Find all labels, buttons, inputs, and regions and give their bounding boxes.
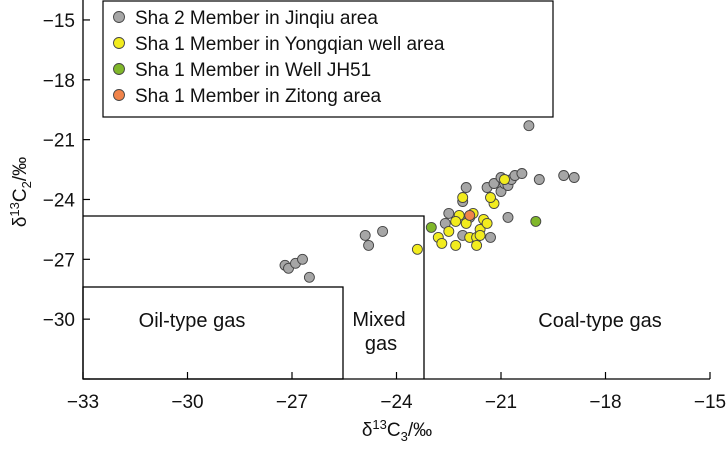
- y-tick-label: −30: [43, 310, 75, 331]
- y-tick-label: −15: [43, 11, 75, 32]
- x-tick-label: −15: [694, 392, 726, 413]
- mixed-gas-label-line2: gas: [365, 333, 397, 355]
- x-tick-label: −30: [171, 392, 203, 413]
- data-point-series-2: [436, 237, 448, 249]
- data-point-series-2: [481, 217, 493, 229]
- legend-marker-3: [113, 63, 125, 75]
- data-point-series-1: [516, 168, 528, 179]
- y-tick-label: −21: [43, 131, 75, 152]
- data-point-series-3: [530, 215, 542, 227]
- data-points: [279, 120, 580, 283]
- data-point-series-1: [460, 182, 472, 193]
- data-point-series-1: [377, 225, 389, 237]
- y-axis-title: δ13C2/‰: [7, 157, 34, 227]
- legend: Sha 2 Member in Jinqiu area Sha 1 Member …: [102, 0, 554, 118]
- y-tick-label: −27: [43, 250, 75, 271]
- data-point-series-1: [359, 229, 371, 241]
- legend-label-3: Sha 1 Member in Well JH51: [135, 60, 371, 81]
- oil-type-gas-region: [82, 286, 344, 380]
- legend-box: [102, 0, 554, 118]
- x-tick-label: −24: [380, 392, 413, 413]
- data-point-series-1: [297, 253, 308, 265]
- mixed-gas-label-line1: Mixed: [352, 309, 405, 331]
- x-axis-title: δ13C3/‰: [362, 417, 432, 444]
- y-axis-ticks: −15 −18 −21 −24 −27 −30: [43, 11, 90, 380]
- data-point-series-1: [303, 271, 315, 283]
- data-point-series-4: [464, 209, 476, 221]
- data-point-series-2: [457, 192, 469, 203]
- legend-label-2: Sha 1 Member in Yongqian well area: [135, 34, 445, 55]
- data-point-series-1: [363, 239, 375, 251]
- legend-marker-2: [113, 37, 125, 49]
- data-point-series-2: [471, 239, 483, 251]
- oil-type-gas-label: Oil-type gas: [139, 310, 246, 332]
- data-point-series-1: [485, 231, 496, 243]
- data-point-series-2: [450, 239, 462, 251]
- x-tick-label: −21: [485, 392, 517, 413]
- data-point-series-3: [425, 221, 437, 233]
- data-point-series-2: [485, 192, 496, 203]
- data-point-series-2: [499, 174, 510, 185]
- coal-type-gas-label: Coal-type gas: [538, 310, 661, 332]
- mixed-gas-region: [83, 215, 425, 379]
- data-point-series-2: [474, 229, 486, 241]
- data-point-series-2: [411, 243, 423, 255]
- legend-label-1: Sha 2 Member in Jinqiu area: [135, 8, 378, 29]
- legend-marker-4: [113, 89, 125, 101]
- x-axis-ticks: −33 −30 −27 −24 −21 −18 −15: [67, 372, 726, 413]
- data-point-series-1: [533, 174, 545, 185]
- data-point-series-1: [523, 120, 535, 132]
- y-tick-label: −18: [43, 71, 75, 92]
- data-point-series-1: [502, 211, 514, 223]
- x-tick-label: −27: [276, 392, 308, 413]
- y-tick-label: −24: [43, 190, 76, 211]
- data-point-series-2: [450, 215, 462, 227]
- x-tick-label: −33: [67, 392, 99, 413]
- data-point-series-2: [443, 225, 455, 237]
- data-point-series-1: [443, 207, 455, 219]
- data-point-series-1: [568, 172, 580, 183]
- legend-marker-1: [113, 11, 125, 23]
- data-point-series-1: [558, 170, 570, 181]
- data-point-series-1: [488, 178, 500, 189]
- x-tick-label: −18: [589, 392, 621, 413]
- legend-label-4: Sha 1 Member in Zitong area: [135, 86, 382, 107]
